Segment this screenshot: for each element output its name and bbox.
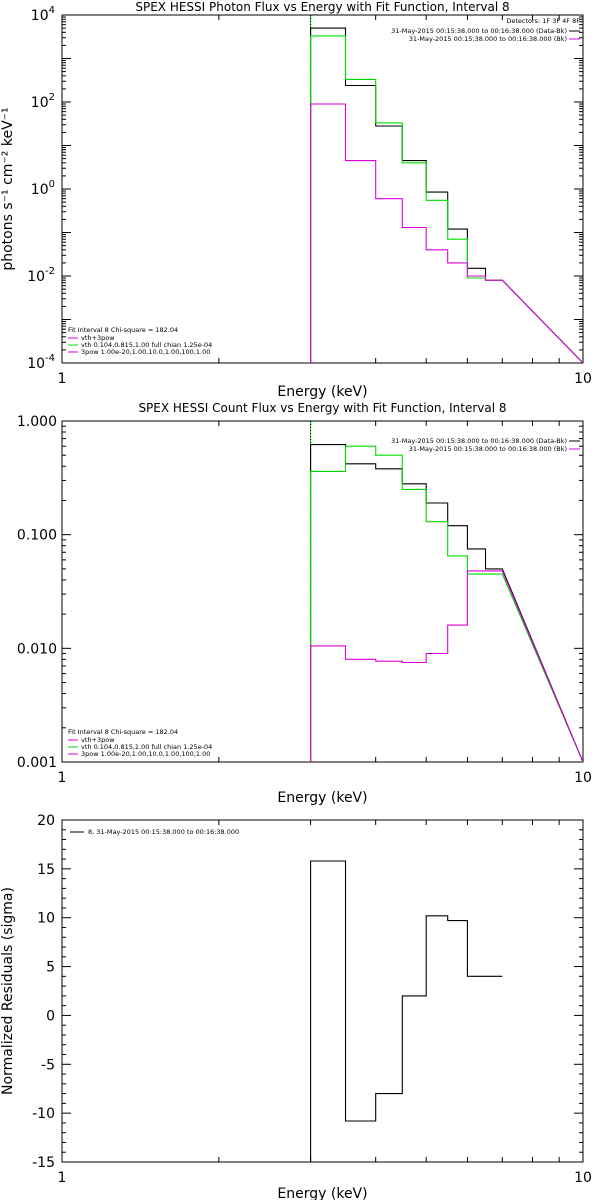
x-tick-label: 10 (574, 371, 592, 387)
plot-frame (61, 819, 584, 1163)
y-tick-base: 10 (27, 356, 45, 372)
y-tick-exponent: 2 (49, 92, 55, 103)
plot-frame (61, 420, 584, 763)
y-tick-label: 10-2 (27, 266, 55, 285)
y-axis-label: photons s⁻¹ cm⁻² keV⁻¹ (0, 107, 16, 270)
legend-entry-text: 3pow 1.00e-20,1.00,10.0,1.00,100,1.00 (81, 750, 210, 758)
y-tick-label: 104 (31, 5, 55, 24)
y-tick-label: 5 (46, 960, 55, 976)
y-tick-label: 0.010 (17, 641, 57, 657)
y-tick-base: 10 (31, 8, 49, 24)
legend-entry-text: 31-May-2015 00:15:38.000 to 00:16:38.000… (391, 27, 567, 35)
y-tick-label: 100 (31, 179, 55, 198)
y-tick-label: 102 (31, 92, 55, 111)
y-tick-label: 0.001 (17, 755, 57, 771)
y-axis-label: Normalized Residuals (sigma) (0, 887, 16, 1095)
legend-entry-text: 31-May-2015 00:15:38.000 to 00:16:38.000… (409, 445, 567, 453)
legend-entry-text: 31-May-2015 00:15:38.000 to 00:16:38.000… (409, 35, 567, 43)
chart-title: SPEX HESSI Photon Flux vs Energy with Fi… (135, 0, 509, 14)
series-3-line (310, 570, 583, 762)
x-tick-label: 10 (574, 1170, 592, 1186)
x-tick-label: 1 (58, 371, 67, 387)
legend-title: Detectors: 1F 3F 4F 8F (506, 17, 580, 25)
legend-header: Fit Interval 8 Chi-square = 182.04 (68, 326, 178, 334)
y-tick-exponent: -4 (45, 353, 55, 364)
y-tick-label: 1.000 (17, 414, 57, 430)
legend-entry-text: vth 0.104,0.815,1.00 full chian 1.25e-04 (81, 743, 212, 751)
legend-entry-text: 31-May-2015 00:15:38.000 to 00:16:38.000… (391, 437, 567, 445)
y-tick-label: 20 (37, 813, 55, 829)
legend-entry-text: vth+3pow (81, 334, 115, 342)
y-tick-label: -15 (32, 1155, 55, 1171)
y-tick-label: 10 (37, 911, 55, 927)
series-1-line (310, 860, 503, 1162)
legend-header: Fit Interval 8 Chi-square = 182.04 (68, 728, 178, 736)
legend-entry-text: vth+3pow (81, 736, 115, 744)
chart-1: SPEX HESSI Photon Flux vs Energy with Fi… (0, 0, 592, 400)
y-tick-label: 0 (46, 1008, 55, 1024)
x-tick-label: 10 (574, 770, 592, 786)
x-tick-label: 1 (58, 1170, 67, 1186)
legend-entry-text: vth 0.104,0.815,1.00 full chian 1.25e-04 (81, 341, 212, 349)
y-tick-base: 10 (31, 182, 49, 198)
chart-2: SPEX HESSI Count Flux vs Energy with Fit… (17, 401, 592, 806)
legend-entry-text: 8, 31-May-2015 00:15:38.000 to 00:16:38.… (88, 828, 239, 836)
series-3-line (310, 103, 583, 363)
x-axis-label: Energy (keV) (277, 790, 367, 806)
chart-title: SPEX HESSI Count Flux vs Energy with Fit… (138, 401, 506, 415)
chart-3: Energy (keV) Normalized Residuals (sigma)… (0, 813, 592, 1200)
y-tick-exponent: -2 (45, 266, 55, 277)
x-axis-label: Energy (keV) (277, 384, 367, 400)
y-tick-exponent: 0 (49, 179, 55, 190)
y-tick-label: 15 (37, 862, 55, 878)
legend-entry-text: 3pow 1.00e-20,1.00,10.0,1.00,100,1.00 (81, 348, 210, 356)
x-axis-label: Energy (keV) (277, 1186, 367, 1200)
y-tick-base: 10 (27, 269, 45, 285)
y-tick-base: 10 (31, 95, 49, 111)
y-tick-label: -10 (32, 1106, 55, 1122)
y-tick-label: 10-4 (27, 353, 55, 372)
y-tick-label: -5 (41, 1057, 55, 1073)
series-2-line (310, 445, 583, 762)
y-tick-exponent: 4 (49, 5, 55, 16)
y-tick-label: 0.100 (17, 528, 57, 544)
x-tick-label: 1 (58, 770, 67, 786)
